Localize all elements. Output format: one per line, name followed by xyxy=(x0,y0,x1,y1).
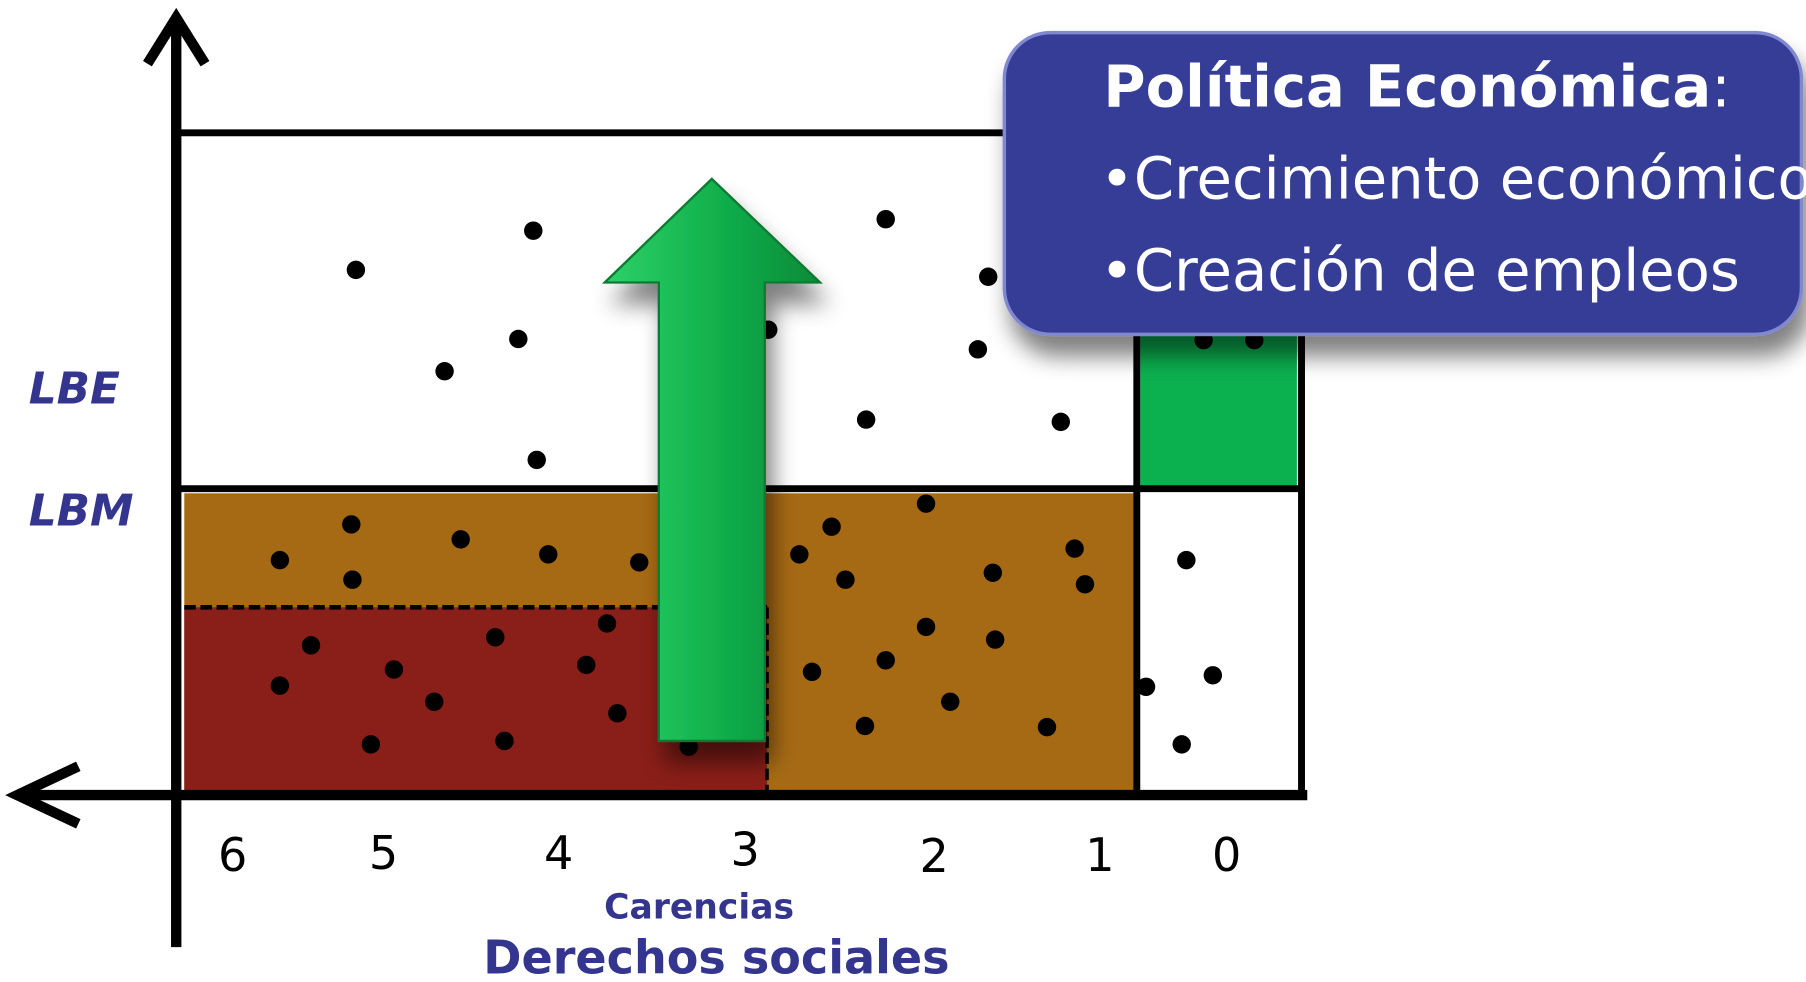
dot xyxy=(270,676,290,695)
axis-caption: Carencias xyxy=(604,887,794,927)
callout-title-text: Política Económica xyxy=(1103,53,1711,120)
dot xyxy=(941,692,960,711)
dot xyxy=(384,660,404,679)
dot xyxy=(486,628,505,647)
dot xyxy=(916,617,936,637)
dot xyxy=(597,614,617,633)
dot xyxy=(983,563,1003,582)
callout-item: •Crecimiento económico xyxy=(1100,145,1806,212)
x-labels: 6 5 4 3 2 1 0 xyxy=(218,822,1241,883)
dot xyxy=(979,267,998,286)
dot xyxy=(1172,735,1191,754)
dot xyxy=(876,209,895,229)
dot xyxy=(577,655,596,675)
dot xyxy=(802,662,822,682)
x-label: 0 xyxy=(1212,828,1241,882)
callout-item: •Creación de empleos xyxy=(1100,238,1740,305)
dot xyxy=(630,553,649,572)
dot xyxy=(527,450,546,470)
dot xyxy=(1075,575,1095,594)
dot xyxy=(836,570,855,589)
dot xyxy=(608,704,627,723)
dot xyxy=(539,545,558,564)
x-label: 5 xyxy=(369,826,398,880)
dot xyxy=(876,651,895,670)
y-arrow xyxy=(143,7,210,67)
level-label: LBM xyxy=(29,486,134,537)
frame xyxy=(5,7,1308,948)
dot xyxy=(425,692,444,711)
dot xyxy=(270,550,290,570)
x-label: 1 xyxy=(1085,828,1114,882)
dot xyxy=(346,260,366,280)
dot xyxy=(1051,412,1071,432)
dot xyxy=(1203,666,1223,685)
x-label: 2 xyxy=(919,829,948,883)
x-label: 3 xyxy=(731,822,760,876)
dot xyxy=(790,545,809,564)
dot xyxy=(1065,539,1084,558)
callout-title-suffix: : xyxy=(1711,53,1730,120)
dot xyxy=(509,329,528,349)
dot xyxy=(855,716,875,736)
dot xyxy=(524,221,543,240)
dot xyxy=(342,515,361,534)
level-label: LBE xyxy=(29,363,120,414)
dot xyxy=(1037,717,1057,737)
x-arrow xyxy=(5,761,81,829)
x-label: 4 xyxy=(544,826,573,880)
dot xyxy=(343,570,362,589)
dot xyxy=(968,340,988,359)
dot xyxy=(822,517,841,536)
dot xyxy=(435,362,454,381)
callout: Política Económica: •Crecimiento económi… xyxy=(1002,30,1806,337)
callout-title: Política Económica: xyxy=(1103,53,1730,120)
dot xyxy=(916,494,936,513)
green-region xyxy=(1140,334,1297,487)
axis-title: Derechos sociales xyxy=(483,931,949,982)
dot xyxy=(301,636,321,655)
dot xyxy=(1177,550,1196,570)
x-label: 6 xyxy=(218,828,247,882)
dot xyxy=(451,530,470,549)
dot xyxy=(856,410,876,429)
callout-box xyxy=(1002,30,1804,337)
dot xyxy=(495,731,514,751)
dot xyxy=(985,630,1005,649)
dot xyxy=(361,735,381,754)
dot xyxy=(1136,677,1156,697)
green-arrow xyxy=(601,177,823,743)
